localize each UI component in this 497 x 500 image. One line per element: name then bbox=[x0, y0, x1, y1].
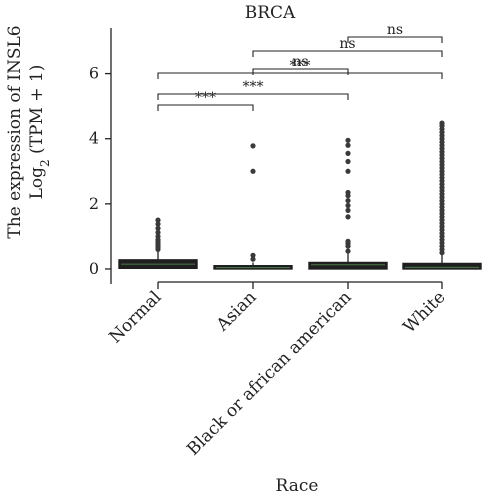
outlier-point bbox=[250, 168, 256, 174]
outlier-point bbox=[345, 142, 351, 148]
significance-bracket bbox=[157, 104, 254, 111]
outlier-point bbox=[345, 168, 351, 174]
outlier-point bbox=[345, 137, 351, 143]
significance-label: *** bbox=[195, 90, 216, 106]
outlier-point bbox=[345, 214, 351, 220]
significance-label: ns bbox=[339, 36, 355, 52]
outlier-point bbox=[345, 150, 351, 156]
x-tick-label: White bbox=[399, 287, 449, 337]
y-tick-label: 2 bbox=[89, 194, 99, 213]
box-body bbox=[402, 262, 482, 270]
significance-bracket bbox=[157, 93, 349, 100]
y-tick-label: 6 bbox=[89, 64, 99, 83]
outlier-point bbox=[155, 221, 161, 227]
y-axis-label-units: (TPM + 1) bbox=[27, 65, 47, 160]
outlier-point bbox=[345, 158, 351, 165]
significance-label: ns bbox=[387, 22, 403, 38]
y-axis-label-subscript: 2 bbox=[38, 159, 52, 167]
x-tick-label: Normal bbox=[105, 287, 165, 347]
significance-label: *** bbox=[243, 79, 264, 95]
y-axis-label-line1: The expression of INSL6 bbox=[5, 25, 25, 238]
significance-label: ns bbox=[292, 54, 308, 70]
outlier-point bbox=[155, 229, 161, 236]
box-body bbox=[308, 261, 388, 270]
outlier-point bbox=[345, 238, 351, 244]
y-axis-label: The expression of INSL6 Log2 (TPM + 1) bbox=[5, 25, 52, 238]
outlier-point bbox=[345, 189, 351, 196]
outlier-point bbox=[439, 120, 445, 126]
significance-label: *** bbox=[290, 58, 311, 74]
y-axis-label-log: Log bbox=[27, 167, 47, 200]
significance-bracket bbox=[252, 50, 443, 57]
x-tick-label: Asian bbox=[212, 287, 260, 335]
y-tick-label: 0 bbox=[89, 259, 99, 278]
significance-bracket bbox=[157, 72, 443, 79]
outlier-point bbox=[250, 143, 256, 149]
x-axis-label: Race bbox=[276, 476, 319, 496]
significance-bracket bbox=[252, 68, 349, 75]
outlier-point bbox=[155, 217, 161, 223]
outlier-point bbox=[155, 225, 161, 231]
outlier-point bbox=[250, 256, 256, 262]
y-axis-label-line2: Log2 (TPM + 1) bbox=[27, 65, 52, 200]
outlier-point bbox=[155, 233, 161, 240]
outlier-point bbox=[345, 197, 351, 204]
x-tick-label: Black or african american bbox=[183, 287, 355, 459]
significance-bracket bbox=[347, 36, 443, 43]
outlier-point bbox=[345, 202, 351, 209]
outlier-point bbox=[250, 252, 256, 258]
outlier-point bbox=[345, 248, 351, 254]
chart-title: BRCA bbox=[245, 3, 296, 23]
outlier-point bbox=[345, 207, 351, 213]
y-tick-label: 4 bbox=[89, 129, 99, 148]
